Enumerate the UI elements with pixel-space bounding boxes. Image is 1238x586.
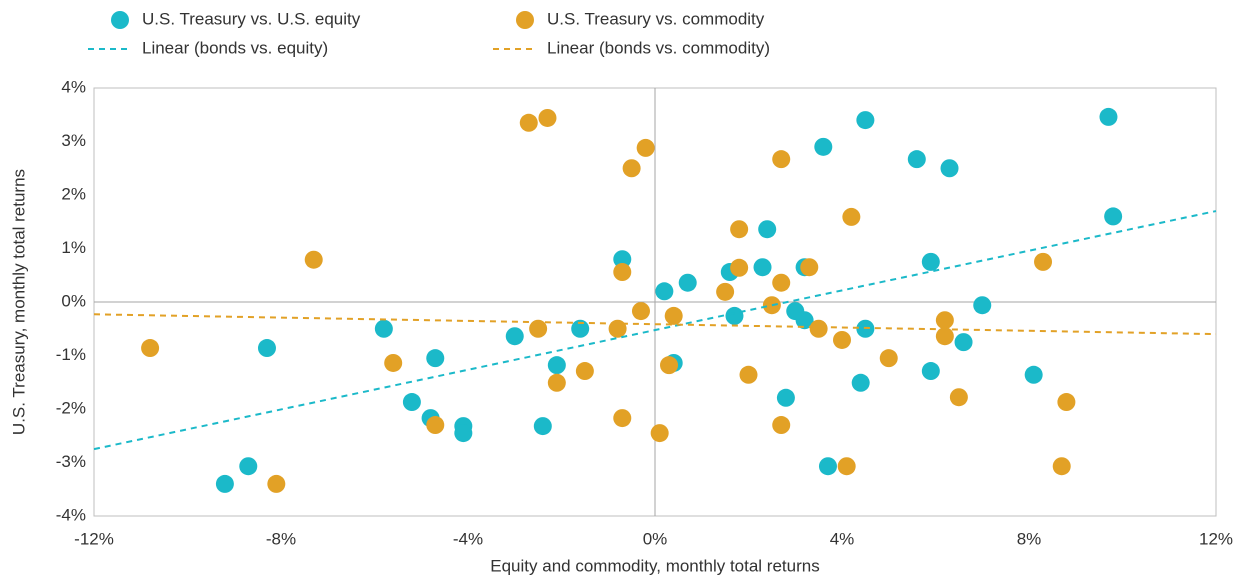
point bbox=[613, 250, 632, 269]
legend-marker bbox=[111, 11, 129, 29]
point bbox=[533, 417, 552, 436]
point bbox=[973, 296, 992, 315]
x-tick-label: 8% bbox=[1017, 529, 1042, 548]
y-tick-label: -4% bbox=[56, 505, 86, 524]
point bbox=[1104, 207, 1123, 226]
point bbox=[935, 311, 954, 330]
point bbox=[631, 302, 650, 321]
point bbox=[795, 311, 814, 330]
point bbox=[818, 457, 837, 476]
point bbox=[716, 282, 735, 301]
point bbox=[505, 327, 524, 346]
point bbox=[1034, 252, 1053, 271]
y-tick-label: 1% bbox=[61, 238, 86, 257]
point bbox=[879, 349, 898, 368]
point bbox=[800, 258, 819, 277]
point bbox=[660, 356, 679, 375]
point bbox=[402, 393, 421, 412]
point bbox=[758, 220, 777, 239]
x-tick-label: 4% bbox=[830, 529, 855, 548]
y-tick-label: 0% bbox=[61, 291, 86, 310]
point bbox=[739, 365, 758, 384]
point bbox=[809, 319, 828, 338]
point bbox=[954, 333, 973, 352]
point bbox=[613, 263, 632, 282]
point bbox=[837, 457, 856, 476]
x-tick-label: 0% bbox=[643, 529, 668, 548]
point bbox=[374, 319, 393, 338]
x-tick-label: -8% bbox=[266, 529, 296, 548]
point bbox=[1057, 393, 1076, 412]
legend-marker bbox=[516, 11, 534, 29]
point bbox=[538, 108, 557, 127]
y-tick-label: -3% bbox=[56, 452, 86, 471]
y-tick-label: -1% bbox=[56, 345, 86, 364]
point bbox=[454, 424, 473, 443]
point bbox=[636, 138, 655, 157]
x-tick-label: -12% bbox=[74, 529, 114, 548]
point bbox=[772, 416, 791, 435]
point bbox=[655, 282, 674, 301]
point bbox=[833, 330, 851, 349]
point bbox=[1099, 107, 1118, 126]
point bbox=[304, 250, 323, 269]
x-axis-label: Equity and commodity, monthly total retu… bbox=[490, 556, 819, 575]
point bbox=[851, 373, 870, 392]
point bbox=[921, 362, 940, 381]
point bbox=[650, 424, 669, 443]
y-axis-label: U.S. Treasury, monthly total returns bbox=[9, 169, 28, 435]
legend-label: Linear (bonds vs. commodity) bbox=[547, 38, 770, 57]
point bbox=[547, 373, 566, 392]
legend-label: U.S. Treasury vs. U.S. equity bbox=[142, 9, 361, 28]
point bbox=[949, 388, 968, 407]
point bbox=[384, 353, 403, 372]
point bbox=[814, 137, 833, 156]
point bbox=[730, 258, 749, 277]
point bbox=[215, 474, 234, 493]
point bbox=[257, 339, 276, 358]
point bbox=[762, 296, 781, 315]
point bbox=[239, 457, 258, 476]
point bbox=[842, 207, 861, 226]
point bbox=[772, 273, 791, 292]
point bbox=[940, 159, 959, 178]
point bbox=[519, 113, 538, 132]
y-tick-label: 4% bbox=[61, 77, 86, 96]
y-tick-label: 2% bbox=[61, 184, 86, 203]
point bbox=[141, 339, 160, 358]
legend-label: U.S. Treasury vs. commodity bbox=[547, 9, 765, 28]
point bbox=[907, 150, 926, 169]
point bbox=[776, 388, 795, 407]
point bbox=[856, 111, 875, 130]
point bbox=[529, 319, 548, 338]
y-tick-label: -2% bbox=[56, 398, 86, 417]
point bbox=[571, 319, 590, 338]
point bbox=[426, 349, 445, 368]
point bbox=[753, 258, 772, 277]
point bbox=[725, 306, 744, 325]
point bbox=[267, 474, 286, 493]
point bbox=[678, 273, 697, 292]
point bbox=[664, 306, 683, 325]
point bbox=[921, 252, 940, 271]
y-tick-label: 3% bbox=[61, 131, 86, 150]
point bbox=[547, 356, 566, 375]
point bbox=[1052, 457, 1071, 476]
point bbox=[575, 362, 594, 381]
point bbox=[730, 220, 749, 239]
point bbox=[935, 327, 954, 346]
trend-line bbox=[93, 313, 1217, 336]
point bbox=[613, 409, 632, 428]
x-tick-label: 12% bbox=[1199, 529, 1233, 548]
point bbox=[622, 159, 641, 178]
legend-label: Linear (bonds vs. equity) bbox=[142, 38, 328, 57]
point bbox=[426, 416, 445, 435]
point bbox=[772, 150, 791, 169]
trend-line bbox=[93, 210, 1217, 451]
point bbox=[1024, 365, 1043, 384]
x-tick-label: -4% bbox=[453, 529, 483, 548]
